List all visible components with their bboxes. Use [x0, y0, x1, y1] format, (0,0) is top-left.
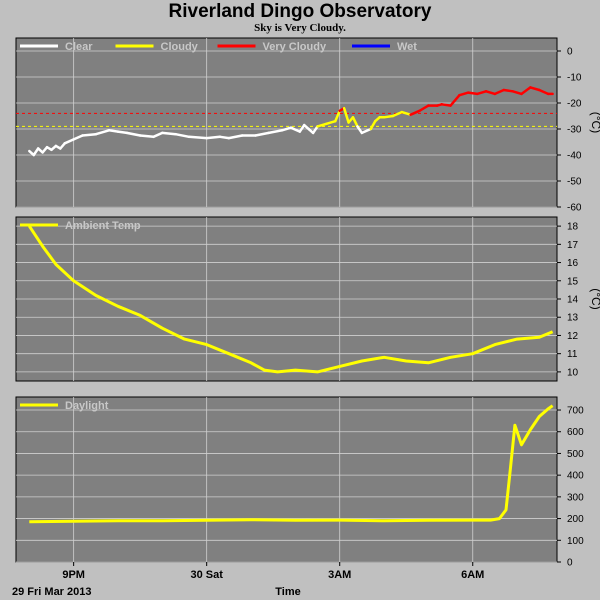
xtick-label: 9PM: [62, 569, 85, 581]
legend-label: Daylight: [65, 400, 109, 412]
sky-temp-segment: [325, 119, 337, 126]
sky-temp-segment: [205, 135, 222, 140]
daylight-ytick-label: 600: [567, 427, 584, 438]
sky-temp-segment: [342, 106, 350, 124]
sky-temperature-ytick-label: -30: [567, 125, 582, 136]
legend-label: Very Cloudy: [263, 41, 327, 53]
sky-temp-segment: [356, 125, 364, 135]
xtick-label: 3AM: [328, 569, 351, 581]
sky-temp-segment: [511, 90, 523, 96]
sky-temperature-ytick-label: -50: [567, 177, 582, 188]
sky-temp-segment: [475, 90, 488, 96]
sky-temp-segment: [400, 110, 412, 116]
sky-temp-segment: [382, 114, 395, 119]
sky-temp-segment: [94, 129, 111, 136]
ambient-temperature-ytick-label: 16: [567, 258, 579, 269]
ambient-temperature-ytick-label: 18: [567, 222, 579, 233]
sky-temp-segment: [81, 132, 98, 137]
sky-temp-segment: [440, 103, 452, 107]
sky-temperature-unit-label: (°C): [589, 112, 600, 133]
sky-temp-segment: [360, 127, 373, 135]
sky-temp-segment: [538, 88, 550, 96]
sky-temperature-ytick-label: -20: [567, 99, 582, 110]
ambient-temperature-line: [28, 225, 554, 374]
sky-temperature-ytick-label: -60: [567, 203, 582, 214]
daylight-ytick-label: 100: [567, 536, 584, 547]
start-date-label: 29 Fri Mar 2013: [12, 586, 92, 598]
sky-status: Sky is Very Cloudy.: [254, 22, 346, 34]
legend-label: Wet: [397, 41, 417, 53]
sky-temp-segment: [334, 109, 341, 123]
sky-temperature-ytick-label: 0: [567, 47, 573, 58]
daylight-ytick-label: 700: [567, 406, 584, 417]
ambient-temperature-ytick-label: 13: [567, 313, 579, 324]
sky-temp-segment: [187, 135, 208, 140]
daylight-ytick-label: 300: [567, 492, 584, 503]
sky-temp-segment: [72, 134, 84, 141]
sky-temperature-ytick-label: -40: [567, 151, 582, 162]
sky-temp-segment: [458, 91, 470, 97]
sky-temp-segment: [449, 93, 461, 107]
sky-temp-segment: [125, 131, 142, 137]
sky-temperature-plot-area: [15, 37, 558, 208]
sky-temp-segment: [298, 123, 306, 133]
daylight-ytick-label: 400: [567, 471, 584, 482]
sky-temp-segment: [351, 116, 359, 128]
sky-temp-segment: [138, 134, 155, 139]
sky-temp-segment: [32, 147, 40, 157]
sky-temp-segment: [63, 138, 75, 145]
sky-temp-segment: [467, 91, 479, 96]
sky-temp-segment: [520, 86, 532, 96]
ambient-temperature-ytick-label: 10: [567, 367, 579, 378]
sky-temp-segment: [218, 135, 231, 140]
sky-temp-segment: [484, 90, 497, 96]
sky-temp-segment: [418, 104, 430, 113]
legend-label: Clear: [65, 41, 93, 53]
legend-label: Cloudy: [161, 41, 199, 53]
sky-temp-segment: [529, 86, 541, 92]
sky-temp-segment: [116, 130, 129, 135]
ambient-temperature-ytick-label: 15: [567, 276, 579, 287]
ambient-temperature-ytick-label: 17: [567, 240, 579, 251]
sky-temp-segment: [316, 122, 328, 128]
sky-temp-segment: [152, 131, 164, 139]
ambient-temperature-ytick-label: 12: [567, 331, 579, 342]
sky-temp-segment: [391, 110, 404, 118]
daylight-line: [29, 404, 554, 524]
x-axis-label: Time: [275, 586, 300, 598]
sky-temp-segment: [280, 126, 293, 132]
ambient-temperature-unit-label: (°C): [589, 288, 600, 309]
sky-temp-segment: [502, 88, 514, 93]
daylight-ytick-label: 500: [567, 449, 584, 460]
page-title: Riverland Dingo Observatory: [168, 1, 432, 22]
daylight-ytick-label: 0: [567, 558, 573, 569]
sky-temp-segment: [161, 131, 177, 136]
daylight-plot-area: [15, 396, 558, 563]
sky-temp-segment: [227, 134, 244, 140]
sky-temp-segment: [107, 129, 120, 133]
legend-label: Ambient Temp: [65, 220, 141, 232]
sky-temp-segment: [409, 109, 421, 116]
xtick-label: 30 Sat: [190, 569, 223, 581]
sky-temp-segment: [267, 129, 284, 135]
sky-temp-segment: [493, 88, 506, 96]
xtick-label: 6AM: [461, 569, 484, 581]
ambient-temperature-ytick-label: 14: [567, 295, 579, 306]
sky-temperature-ytick-label: -10: [567, 73, 582, 84]
ambient-temperature-ytick-label: 11: [567, 349, 578, 360]
sky-temp-segment: [289, 126, 302, 133]
daylight-ytick-label: 200: [567, 514, 584, 525]
sky-temp-segment: [311, 125, 319, 135]
sky-temp-segment: [254, 131, 271, 137]
sky-temp-segment: [174, 132, 191, 139]
sky-temp-segment: [369, 119, 377, 131]
